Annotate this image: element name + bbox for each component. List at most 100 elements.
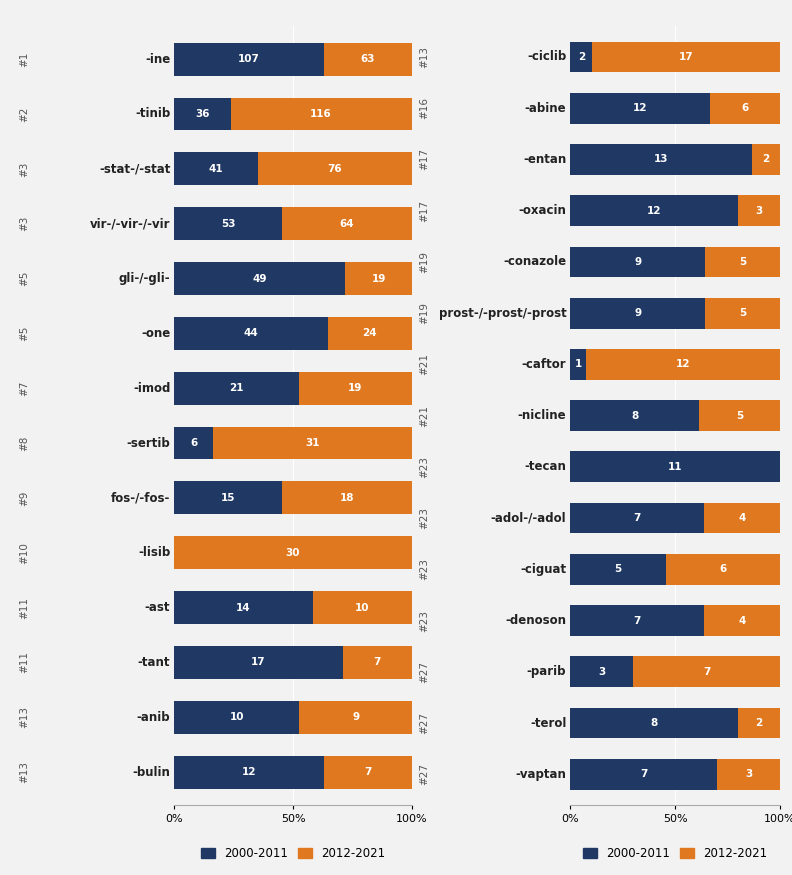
Text: 12: 12 bbox=[647, 206, 661, 216]
Bar bbox=[174, 97, 230, 130]
Text: #23: #23 bbox=[419, 610, 428, 632]
Text: 6: 6 bbox=[190, 438, 197, 448]
Bar bbox=[174, 262, 345, 295]
Text: 8: 8 bbox=[631, 410, 638, 421]
Bar bbox=[586, 349, 780, 380]
Bar bbox=[699, 400, 780, 431]
Text: -parib: -parib bbox=[527, 665, 566, 678]
Bar bbox=[705, 247, 780, 277]
Bar bbox=[570, 606, 704, 636]
Text: -terol: -terol bbox=[530, 717, 566, 730]
Text: -caftor: -caftor bbox=[522, 358, 566, 371]
Text: 18: 18 bbox=[340, 493, 354, 503]
Bar bbox=[174, 646, 343, 679]
Text: 24: 24 bbox=[363, 328, 377, 339]
Bar bbox=[705, 298, 780, 328]
Text: 5: 5 bbox=[739, 257, 746, 267]
Text: 10: 10 bbox=[230, 712, 244, 722]
Bar bbox=[257, 152, 412, 186]
Text: 10: 10 bbox=[355, 603, 370, 612]
Text: #27: #27 bbox=[419, 712, 428, 734]
Text: -ine: -ine bbox=[145, 52, 170, 66]
Text: 49: 49 bbox=[253, 274, 267, 284]
Text: 30: 30 bbox=[286, 548, 300, 557]
Text: 6: 6 bbox=[719, 564, 726, 574]
Text: #27: #27 bbox=[419, 763, 428, 785]
Text: #9: #9 bbox=[19, 490, 29, 506]
Text: 53: 53 bbox=[221, 219, 235, 228]
Text: 9: 9 bbox=[634, 257, 642, 267]
Bar bbox=[174, 427, 213, 459]
Bar bbox=[282, 481, 412, 514]
Text: #16: #16 bbox=[419, 97, 428, 119]
Text: 12: 12 bbox=[633, 103, 647, 113]
Text: #8: #8 bbox=[19, 436, 29, 451]
Text: #5: #5 bbox=[19, 271, 29, 286]
Text: 9: 9 bbox=[352, 712, 359, 722]
Text: #13: #13 bbox=[19, 706, 29, 728]
Text: -anib: -anib bbox=[137, 710, 170, 724]
Text: -abine: -abine bbox=[524, 102, 566, 115]
Bar bbox=[570, 759, 718, 789]
Text: -nicline: -nicline bbox=[518, 410, 566, 422]
Text: 11: 11 bbox=[668, 462, 683, 472]
Bar bbox=[570, 247, 705, 277]
Text: #3: #3 bbox=[19, 216, 29, 231]
Bar bbox=[174, 43, 324, 75]
Bar bbox=[704, 606, 780, 636]
Text: #7: #7 bbox=[19, 381, 29, 396]
Legend: 2000-2011, 2012-2021: 2000-2011, 2012-2021 bbox=[196, 842, 390, 864]
Text: gli-/-gli-: gli-/-gli- bbox=[119, 272, 170, 285]
Text: -denoson: -denoson bbox=[505, 614, 566, 627]
Bar bbox=[174, 207, 282, 240]
Text: 7: 7 bbox=[634, 615, 641, 626]
Text: 1: 1 bbox=[575, 360, 582, 369]
Bar bbox=[345, 262, 412, 295]
Bar bbox=[328, 317, 412, 350]
Text: -vaptan: -vaptan bbox=[516, 767, 566, 780]
Text: 2: 2 bbox=[763, 155, 770, 164]
Text: 4: 4 bbox=[738, 513, 745, 523]
Text: 21: 21 bbox=[230, 383, 244, 393]
Text: 17: 17 bbox=[251, 657, 265, 668]
Text: -stat-/-stat: -stat-/-stat bbox=[99, 163, 170, 175]
Text: 7: 7 bbox=[364, 767, 371, 777]
Text: 76: 76 bbox=[327, 164, 342, 174]
Bar bbox=[592, 42, 780, 73]
Text: 12: 12 bbox=[242, 767, 257, 777]
Bar bbox=[299, 701, 412, 734]
Bar bbox=[174, 592, 313, 624]
Text: -ciclib: -ciclib bbox=[527, 51, 566, 64]
Text: -ast: -ast bbox=[145, 601, 170, 614]
Bar bbox=[174, 372, 299, 404]
Text: #11: #11 bbox=[19, 597, 29, 619]
Text: 4: 4 bbox=[738, 615, 745, 626]
Text: 64: 64 bbox=[340, 219, 354, 228]
Bar bbox=[570, 42, 592, 73]
Text: -sertib: -sertib bbox=[127, 437, 170, 450]
Bar bbox=[704, 503, 780, 534]
Text: -one: -one bbox=[141, 327, 170, 340]
Bar bbox=[570, 452, 780, 482]
Bar bbox=[570, 349, 586, 380]
Bar bbox=[324, 43, 412, 75]
Text: 116: 116 bbox=[310, 109, 332, 119]
Bar bbox=[718, 759, 780, 789]
Bar bbox=[738, 708, 780, 738]
Text: #21: #21 bbox=[419, 354, 428, 375]
Text: 41: 41 bbox=[208, 164, 223, 174]
Text: #23: #23 bbox=[419, 558, 428, 580]
Bar bbox=[665, 554, 780, 584]
Text: 19: 19 bbox=[371, 274, 386, 284]
Bar bbox=[570, 503, 704, 534]
Text: 3: 3 bbox=[598, 667, 605, 676]
Text: #13: #13 bbox=[419, 46, 428, 68]
Bar bbox=[282, 207, 412, 240]
Bar bbox=[313, 592, 412, 624]
Text: 9: 9 bbox=[634, 308, 642, 318]
Text: -adol-/-adol: -adol-/-adol bbox=[491, 512, 566, 525]
Text: 31: 31 bbox=[305, 438, 319, 448]
Text: #17: #17 bbox=[419, 149, 428, 171]
Text: 7: 7 bbox=[640, 769, 647, 780]
Text: 6: 6 bbox=[741, 103, 748, 113]
